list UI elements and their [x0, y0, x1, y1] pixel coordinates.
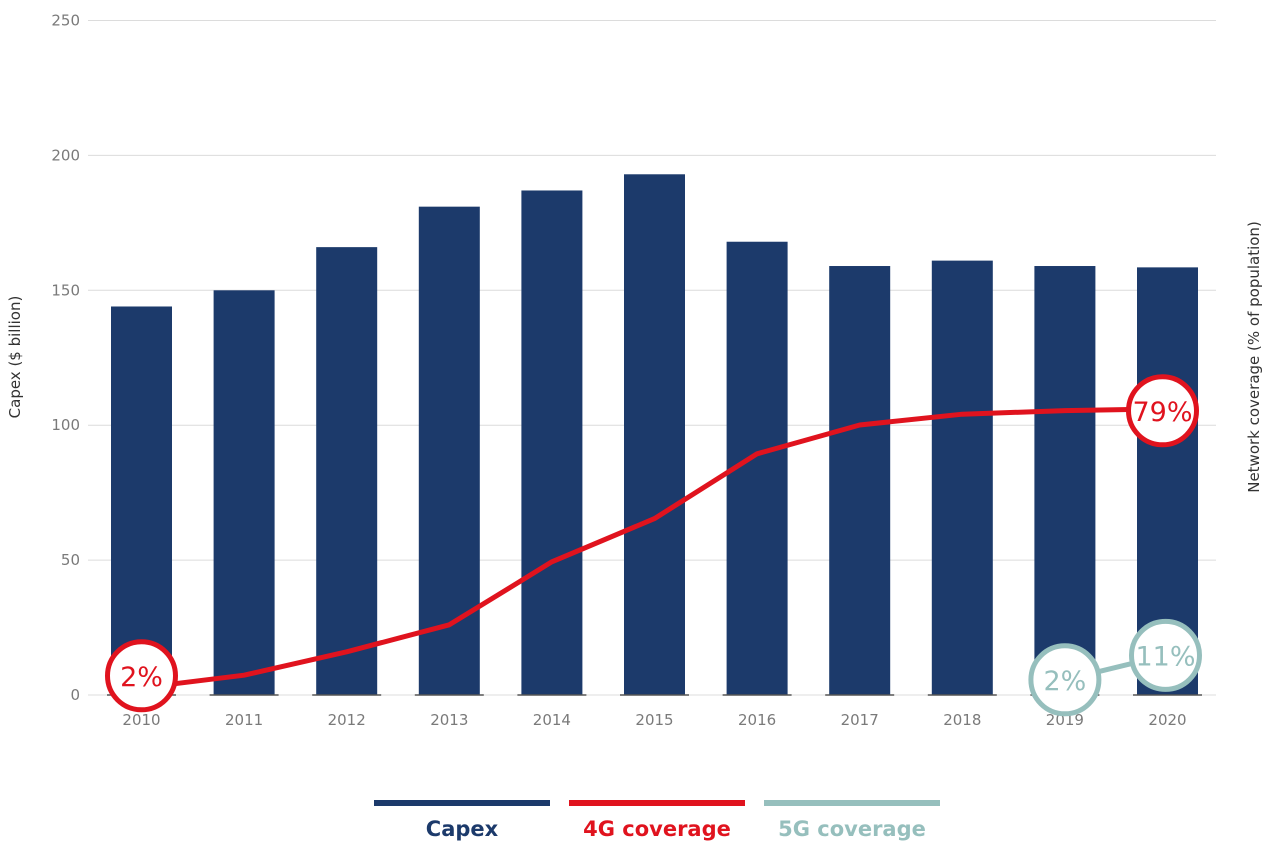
capex-bar — [111, 306, 172, 695]
x-tick-label: 2013 — [430, 711, 468, 729]
legend-label-5g: 5G coverage — [778, 817, 926, 841]
capex-bar — [931, 260, 993, 695]
y-tick-label: 0 — [70, 686, 80, 704]
x-tick-label: 2016 — [738, 711, 776, 729]
y-tick-label: 100 — [51, 416, 80, 434]
y-axis-left: 0 50 100 150 200 250 — [51, 12, 80, 705]
legend-swatch-5g — [764, 800, 940, 806]
y-tick-label: 250 — [51, 12, 80, 30]
badge-4g-2020-label: 79% — [1132, 397, 1192, 428]
x-tick-label: 2010 — [122, 711, 160, 729]
y-tick-label: 150 — [51, 281, 80, 299]
capex-bar — [829, 266, 891, 695]
capex-bar — [521, 190, 583, 695]
badge-4g-2020-circle — [1126, 374, 1199, 448]
legend-item-5g: 5G coverage — [764, 800, 940, 840]
x-tick-label: 2011 — [225, 711, 263, 729]
capex-bar — [418, 206, 480, 696]
x-tick-label: 2015 — [635, 711, 673, 729]
annotation-badges: 2% 79% 2% 11% — [105, 374, 1202, 717]
legend: Capex 4G coverage 5G coverage — [374, 800, 944, 841]
badge-5g-2020-circle — [1129, 618, 1202, 692]
y-axis-right-title: Network coverage (% of population) — [1245, 221, 1263, 493]
x-tick-label: 2014 — [533, 711, 571, 729]
capex-bar — [624, 174, 685, 695]
x-tick-label: 2012 — [328, 711, 366, 729]
x-tick-label: 2017 — [841, 711, 879, 729]
legend-label-4g: 4G coverage — [583, 817, 731, 841]
capex-bar — [213, 290, 275, 695]
y-tick-label: 50 — [61, 551, 80, 569]
legend-item-4g: 4G coverage — [569, 800, 745, 840]
badge-5g-2019-label: 2% — [1043, 666, 1086, 697]
legend-item-capex: Capex — [374, 800, 550, 840]
legend-label-capex: Capex — [425, 817, 499, 841]
badge-4g-2010-label: 2% — [120, 662, 163, 693]
legend-swatch-capex — [374, 800, 550, 806]
x-tick-label: 2018 — [943, 711, 981, 729]
y-axis-left-title: Capex ($ billion) — [6, 296, 24, 419]
capex-bar — [1034, 266, 1096, 695]
capex-bars — [107, 174, 1202, 696]
x-tick-label: 2019 — [1046, 711, 1084, 729]
badge-5g-2019-circle — [1028, 643, 1102, 717]
x-tick-label: 2020 — [1148, 711, 1186, 729]
badge-4g-2010-circle — [105, 639, 178, 713]
x-axis: 2010 2011 2012 2013 2014 2015 2016 2017 2018 2019… — [122, 711, 1186, 729]
legend-swatch-4g — [569, 800, 745, 806]
line-4g-coverage — [139, 406, 1170, 691]
y-tick-label: 200 — [51, 146, 80, 164]
capex-bar — [316, 247, 378, 695]
badge-5g-2020-label: 11% — [1135, 641, 1195, 672]
